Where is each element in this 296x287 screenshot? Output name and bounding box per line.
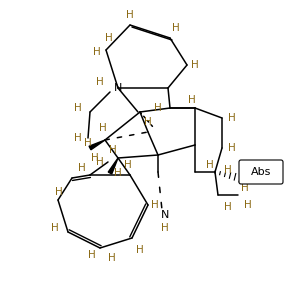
Text: H: H [96, 157, 104, 167]
Text: H: H [126, 10, 134, 20]
Text: H: H [188, 95, 196, 105]
Text: H: H [144, 117, 152, 127]
Text: H: H [109, 145, 117, 155]
Text: H: H [161, 223, 169, 233]
FancyBboxPatch shape [239, 160, 283, 184]
Text: H: H [228, 113, 236, 123]
Text: H: H [88, 250, 96, 260]
Polygon shape [89, 140, 105, 150]
Text: H: H [241, 183, 249, 193]
Text: H: H [151, 200, 159, 210]
Text: H: H [244, 200, 252, 210]
Text: H: H [191, 60, 199, 70]
Text: H: H [74, 103, 82, 113]
Text: H: H [108, 253, 116, 263]
Text: H: H [84, 138, 92, 148]
Text: H: H [99, 123, 107, 133]
Text: H: H [96, 77, 104, 87]
Polygon shape [108, 158, 118, 174]
Text: H: H [206, 160, 214, 170]
Text: H: H [51, 223, 59, 233]
Text: H: H [93, 47, 101, 57]
Text: H: H [78, 163, 86, 173]
Text: H: H [124, 160, 132, 170]
Text: H: H [228, 143, 236, 153]
Text: H: H [224, 202, 232, 212]
Text: H: H [114, 168, 122, 178]
Text: H: H [74, 133, 82, 143]
Text: H: H [172, 23, 180, 33]
Text: H: H [154, 103, 162, 113]
Text: H: H [136, 245, 144, 255]
Text: H: H [105, 33, 113, 43]
Text: Abs: Abs [251, 167, 271, 177]
Text: H: H [224, 165, 232, 175]
Text: N: N [114, 83, 122, 93]
Text: H: H [91, 153, 99, 163]
Text: H: H [55, 187, 63, 197]
Text: N: N [161, 210, 169, 220]
